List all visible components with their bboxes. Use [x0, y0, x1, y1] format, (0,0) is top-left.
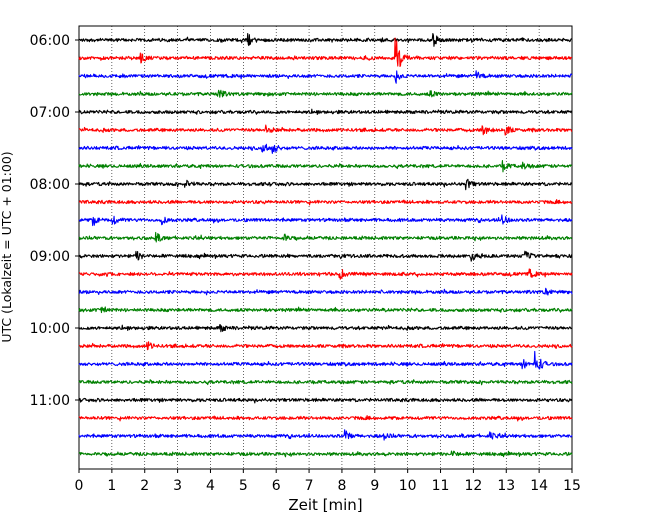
x-tick-label: 1	[107, 478, 116, 494]
trace-0930	[78, 287, 573, 296]
x-tick-label: 3	[173, 478, 182, 494]
trace-0830	[78, 214, 573, 227]
x-tick-label: 15	[563, 478, 581, 494]
trace-1100	[78, 397, 573, 404]
x-axis: 0 1 2 3 4 5 6 7 8 9 10 11 12 13 14 15	[75, 469, 581, 494]
trace-1000	[78, 324, 573, 333]
trace-1115	[78, 415, 573, 422]
trace-1130	[78, 429, 573, 441]
y-tick-label: 07:00	[30, 105, 70, 121]
trace-1145	[78, 450, 573, 458]
y-tick-label: 06:00	[30, 33, 70, 49]
y-tick-label: 11:00	[30, 393, 70, 409]
x-tick-label: 7	[305, 478, 314, 494]
x-tick-label: 13	[497, 478, 515, 494]
x-tick-label: 6	[272, 478, 281, 494]
trace-0815	[78, 199, 573, 206]
y-tick-label: 08:00	[30, 177, 70, 193]
x-tick-label: 9	[370, 478, 379, 494]
x-tick-label: 5	[239, 478, 248, 494]
x-tick-label: 2	[140, 478, 149, 494]
plot-frame	[78, 25, 573, 470]
trace-1030	[78, 350, 573, 370]
x-tick-label: 12	[464, 478, 482, 494]
trace-0730	[78, 143, 573, 154]
trace-0600	[78, 32, 573, 47]
trace-1045	[78, 379, 573, 386]
trace-0915	[79, 268, 573, 280]
trace-1015	[78, 341, 573, 351]
trace-0800	[78, 178, 573, 191]
trace-0715	[78, 124, 573, 136]
trace-0630	[78, 70, 573, 84]
y-tick-label: 10:00	[30, 321, 70, 337]
x-tick-label: 10	[399, 478, 417, 494]
trace-0745	[78, 159, 573, 173]
y-axis-label: UTC (Lokalzeit = UTC + 01:00)	[0, 151, 14, 342]
trace-0900	[78, 250, 573, 262]
trace-0945	[78, 306, 573, 314]
seismic-traces	[78, 32, 573, 458]
trace-0845	[78, 231, 573, 243]
x-tick-label: 0	[75, 478, 84, 494]
y-tick-label: 09:00	[30, 249, 70, 265]
grid-lines	[111, 26, 540, 469]
y-axis: 06:00 07:00 08:00 09:00 10:00 11:00	[30, 33, 79, 409]
x-tick-label: 14	[530, 478, 548, 494]
x-tick-label: 8	[337, 478, 346, 494]
trace-0645	[78, 89, 573, 98]
x-tick-label: 4	[206, 478, 215, 494]
trace-0700	[78, 108, 573, 115]
x-tick-label: 11	[432, 478, 450, 494]
x-axis-label: Zeit [min]	[288, 496, 362, 514]
trace-0615	[78, 37, 573, 68]
